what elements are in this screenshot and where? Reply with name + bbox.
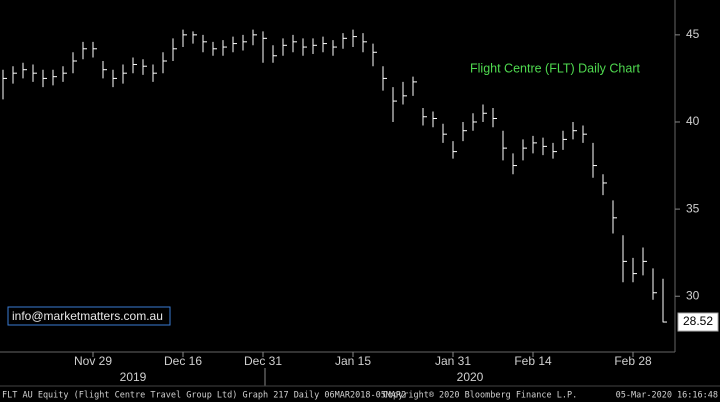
y-tick-label: 30 [686,288,700,302]
y-tick-label: 40 [686,114,700,128]
y-tick-label: 45 [686,27,700,41]
footer-center: Copyright® 2020 Bloomberg Finance L.P. [383,391,577,401]
watermark: info@marketmatters.com.au [12,309,163,323]
x-tick-label: Dec 31 [244,354,282,368]
y-tick-label: 35 [686,201,700,215]
x-tick-label: Jan 31 [435,354,471,368]
footer-right: 05-Mar-2020 16:16:48 [616,391,718,401]
footer-left: FLT AU Equity (Flight Centre Travel Grou… [2,391,406,401]
chart-title: Flight Centre (FLT) Daily Chart [470,61,640,75]
x-tick-label: Jan 15 [335,354,371,368]
last-price: 28.52 [683,314,713,328]
x-tick-label: Nov 29 [74,354,112,368]
x-tick-label: Feb 14 [514,354,552,368]
year-label: 2020 [457,370,484,384]
x-tick-label: Feb 28 [614,354,652,368]
last-price-box [677,312,719,332]
watermark-box [7,306,171,326]
year-label: 2019 [120,370,147,384]
x-tick-label: Dec 16 [164,354,202,368]
